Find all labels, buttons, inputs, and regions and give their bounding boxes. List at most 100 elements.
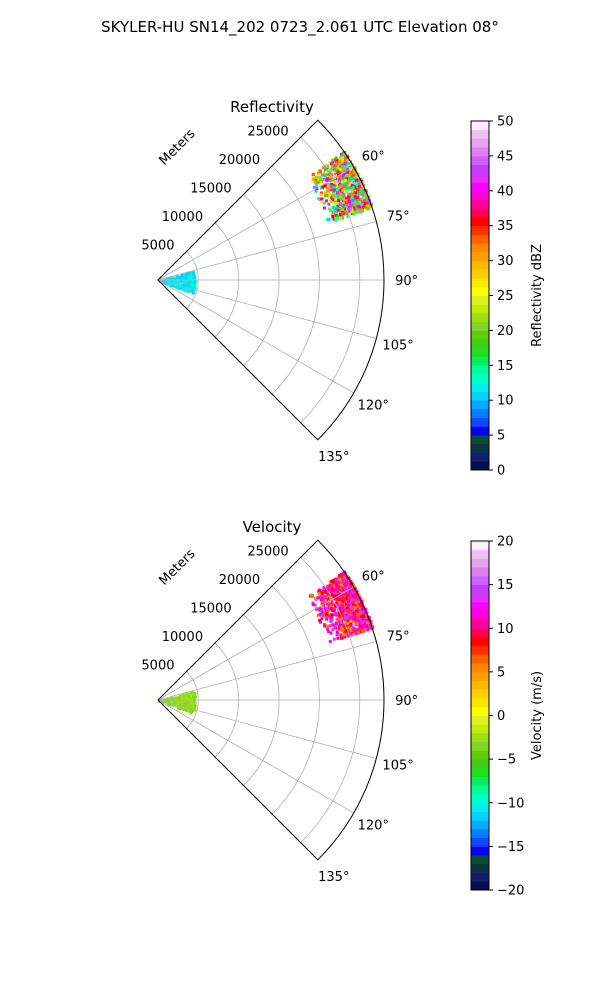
reflectivity-echo-cell [316,171,320,175]
reflectivity-echo-cell [330,173,334,176]
reflectivity-colorbar-swatch [471,138,489,148]
velocity-colorbar-swatch [471,828,489,839]
reflectivity-echo-cell [324,170,328,174]
reflectivity-colorbar-swatch [471,304,489,314]
reflectivity-echo-cell [340,168,344,172]
reflectivity-echo-cell [341,194,345,198]
velocity-colorbar-tick-label: −15 [497,840,524,855]
reflectivity-echo-cell [343,182,347,186]
velocity-echo-cell [164,700,168,704]
velocity-echo-cell [359,614,363,618]
reflectivity-echo-cell [323,177,326,181]
reflectivity-echo-cell [362,199,366,203]
velocity-echo-cell [335,613,339,617]
reflectivity-echo-cell [368,205,372,208]
velocity-echo-cell [185,692,189,696]
velocity-echo-cell [192,706,196,710]
velocity-theta-tick-label: 120° [358,818,389,833]
reflectivity-echo-cell [331,212,335,215]
reflectivity-theta-tick-label: 105° [382,338,413,353]
reflectivity-echo-cell [180,285,184,289]
velocity-echo-cell [325,594,329,598]
velocity-colorbar-swatch [471,750,489,760]
reflectivity-echo-cell [356,178,360,182]
velocity-colorbar-swatch [471,846,489,856]
velocity-echo-cell [178,703,182,707]
velocity-theta-tick-label: 60° [362,570,385,585]
reflectivity-azimuth-spoke [157,279,377,339]
reflectivity-echo-cell [319,178,322,182]
velocity-echo-cell [325,602,329,606]
reflectivity-echo-cell [328,192,332,196]
reflectivity-echo-cell [344,177,348,181]
reflectivity-echo-cell [334,211,338,215]
reflectivity-echo-cell [313,180,317,184]
reflectivity-echo-cell [330,188,334,192]
velocity-colorbar-swatch [471,663,489,673]
velocity-echo-cell [346,621,350,625]
reflectivity-echo-cell [338,174,342,178]
reflectivity-echo-cell [342,212,346,216]
velocity-echo-cell [324,590,328,594]
velocity-echo-cell [321,589,325,593]
reflectivity-echo-cell [355,187,359,191]
reflectivity-colorbar-swatch [471,286,489,296]
velocity-echo-cell [356,619,360,623]
reflectivity-echo-cell [331,185,335,189]
velocity-echo-cell [349,586,353,590]
velocity-echo-cell [177,701,180,705]
reflectivity-colorbar-swatch [471,199,489,209]
reflectivity-echo-cell [190,271,194,275]
reflectivity-theta-tick-label: 60° [362,150,385,165]
velocity-echo-cell [329,618,333,621]
reflectivity-echo-cell [182,284,186,288]
velocity-echo-cell [310,593,313,597]
velocity-echo-cell [172,698,176,701]
reflectivity-echo-cell [330,182,334,186]
velocity-colorbar-swatch [471,680,489,690]
velocity-echo-cell [341,633,345,637]
reflectivity-echo-cell [336,215,339,219]
velocity-echo-cell [338,574,342,577]
reflectivity-azimuth-spoke [157,279,354,394]
reflectivity-echo-cell [334,194,338,198]
velocity-echo-cell [352,598,356,601]
reflectivity-echo-cell [338,212,342,216]
reflectivity-echo-cell [353,176,357,180]
reflectivity-echo-cell [360,190,363,194]
reflectivity-colorbar-swatch [471,321,489,331]
reflectivity-colorbar-tick-label: 0 [497,464,505,479]
velocity-echo-cell [191,701,195,705]
reflectivity-echo-cell [168,283,172,287]
reflectivity-echo-cell [190,274,194,278]
reflectivity-echo-cell [191,289,195,293]
velocity-title: Velocity [243,518,302,536]
reflectivity-colorbar-swatch [471,426,489,436]
figure-title: SKYLER-HU SN14_202 0723_2.061 UTC Elevat… [101,18,499,37]
velocity-echo-cell [345,602,348,606]
velocity-colorbar-tick-label: 10 [497,622,514,637]
reflectivity-echo-cell [349,205,353,209]
velocity-echo-cell [344,591,348,595]
reflectivity-echo-cell [342,184,346,188]
velocity-echo-cell [341,616,345,620]
velocity-echo-cell [183,705,187,709]
reflectivity-panel: Reflectivity60°75°90°105°120°135°5000100… [141,98,545,479]
velocity-echo-cell [323,624,327,628]
velocity-colorbar-swatch [471,820,489,830]
reflectivity-colorbar-tick-label: 50 [497,115,514,130]
velocity-echo-cell [329,590,333,594]
reflectivity-colorbar-swatch [471,234,489,244]
reflectivity-echo-cell [358,198,362,202]
velocity-echo-cell [337,603,341,607]
reflectivity-echo-cell [181,276,185,279]
reflectivity-echo-cell [338,195,342,199]
velocity-colorbar-label: Velocity (m/s) [530,671,545,760]
velocity-echo-cell [349,615,353,619]
velocity-colorbar-swatch [471,567,489,577]
reflectivity-echo-cell [338,167,342,171]
reflectivity-echo-cell [350,196,354,199]
velocity-echo-cell [357,621,361,625]
reflectivity-echo-cell [173,280,177,284]
reflectivity-echo-cell [185,275,189,279]
